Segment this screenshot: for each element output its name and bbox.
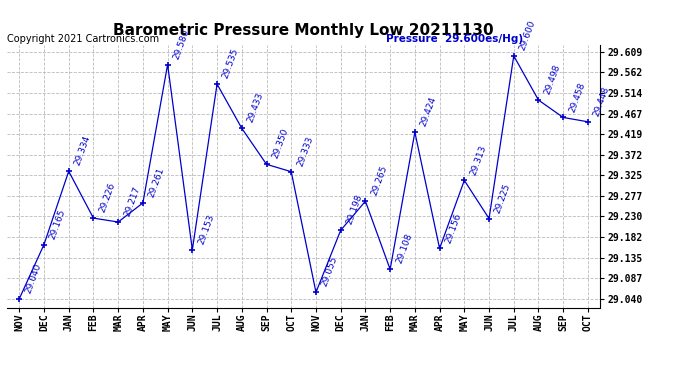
Text: 29.535: 29.535 <box>221 47 240 80</box>
Text: 29.165: 29.165 <box>48 208 68 240</box>
Text: 29.198: 29.198 <box>345 194 364 226</box>
Text: 29.261: 29.261 <box>147 166 166 199</box>
Text: 29.498: 29.498 <box>542 63 562 96</box>
Text: Pressure  29.600es/Hg): Pressure 29.600es/Hg) <box>386 34 524 44</box>
Text: 29.458: 29.458 <box>567 81 586 113</box>
Text: 29.350: 29.350 <box>270 128 290 160</box>
Text: 29.334: 29.334 <box>73 135 92 167</box>
Text: 29.313: 29.313 <box>469 144 488 176</box>
Text: 29.265: 29.265 <box>370 165 388 197</box>
Text: 29.580: 29.580 <box>172 28 191 60</box>
Text: Copyright 2021 Cartronics.com: Copyright 2021 Cartronics.com <box>7 34 159 44</box>
Text: 29.055: 29.055 <box>320 255 339 288</box>
Text: 29.433: 29.433 <box>246 92 265 124</box>
Text: 29.424: 29.424 <box>419 96 438 128</box>
Text: 29.153: 29.153 <box>197 213 216 246</box>
Text: 29.225: 29.225 <box>493 182 513 214</box>
Text: Barometric Pressure Monthly Low 20211130: Barometric Pressure Monthly Low 20211130 <box>113 22 494 38</box>
Text: 29.333: 29.333 <box>295 135 315 168</box>
Text: 29.448: 29.448 <box>592 85 611 118</box>
Text: 29.108: 29.108 <box>394 232 413 265</box>
Text: 29.226: 29.226 <box>97 182 117 214</box>
Text: 29.217: 29.217 <box>122 185 141 218</box>
Text: 29.156: 29.156 <box>444 211 463 244</box>
Text: 29.600: 29.600 <box>518 19 537 52</box>
Text: 29.040: 29.040 <box>23 262 43 295</box>
